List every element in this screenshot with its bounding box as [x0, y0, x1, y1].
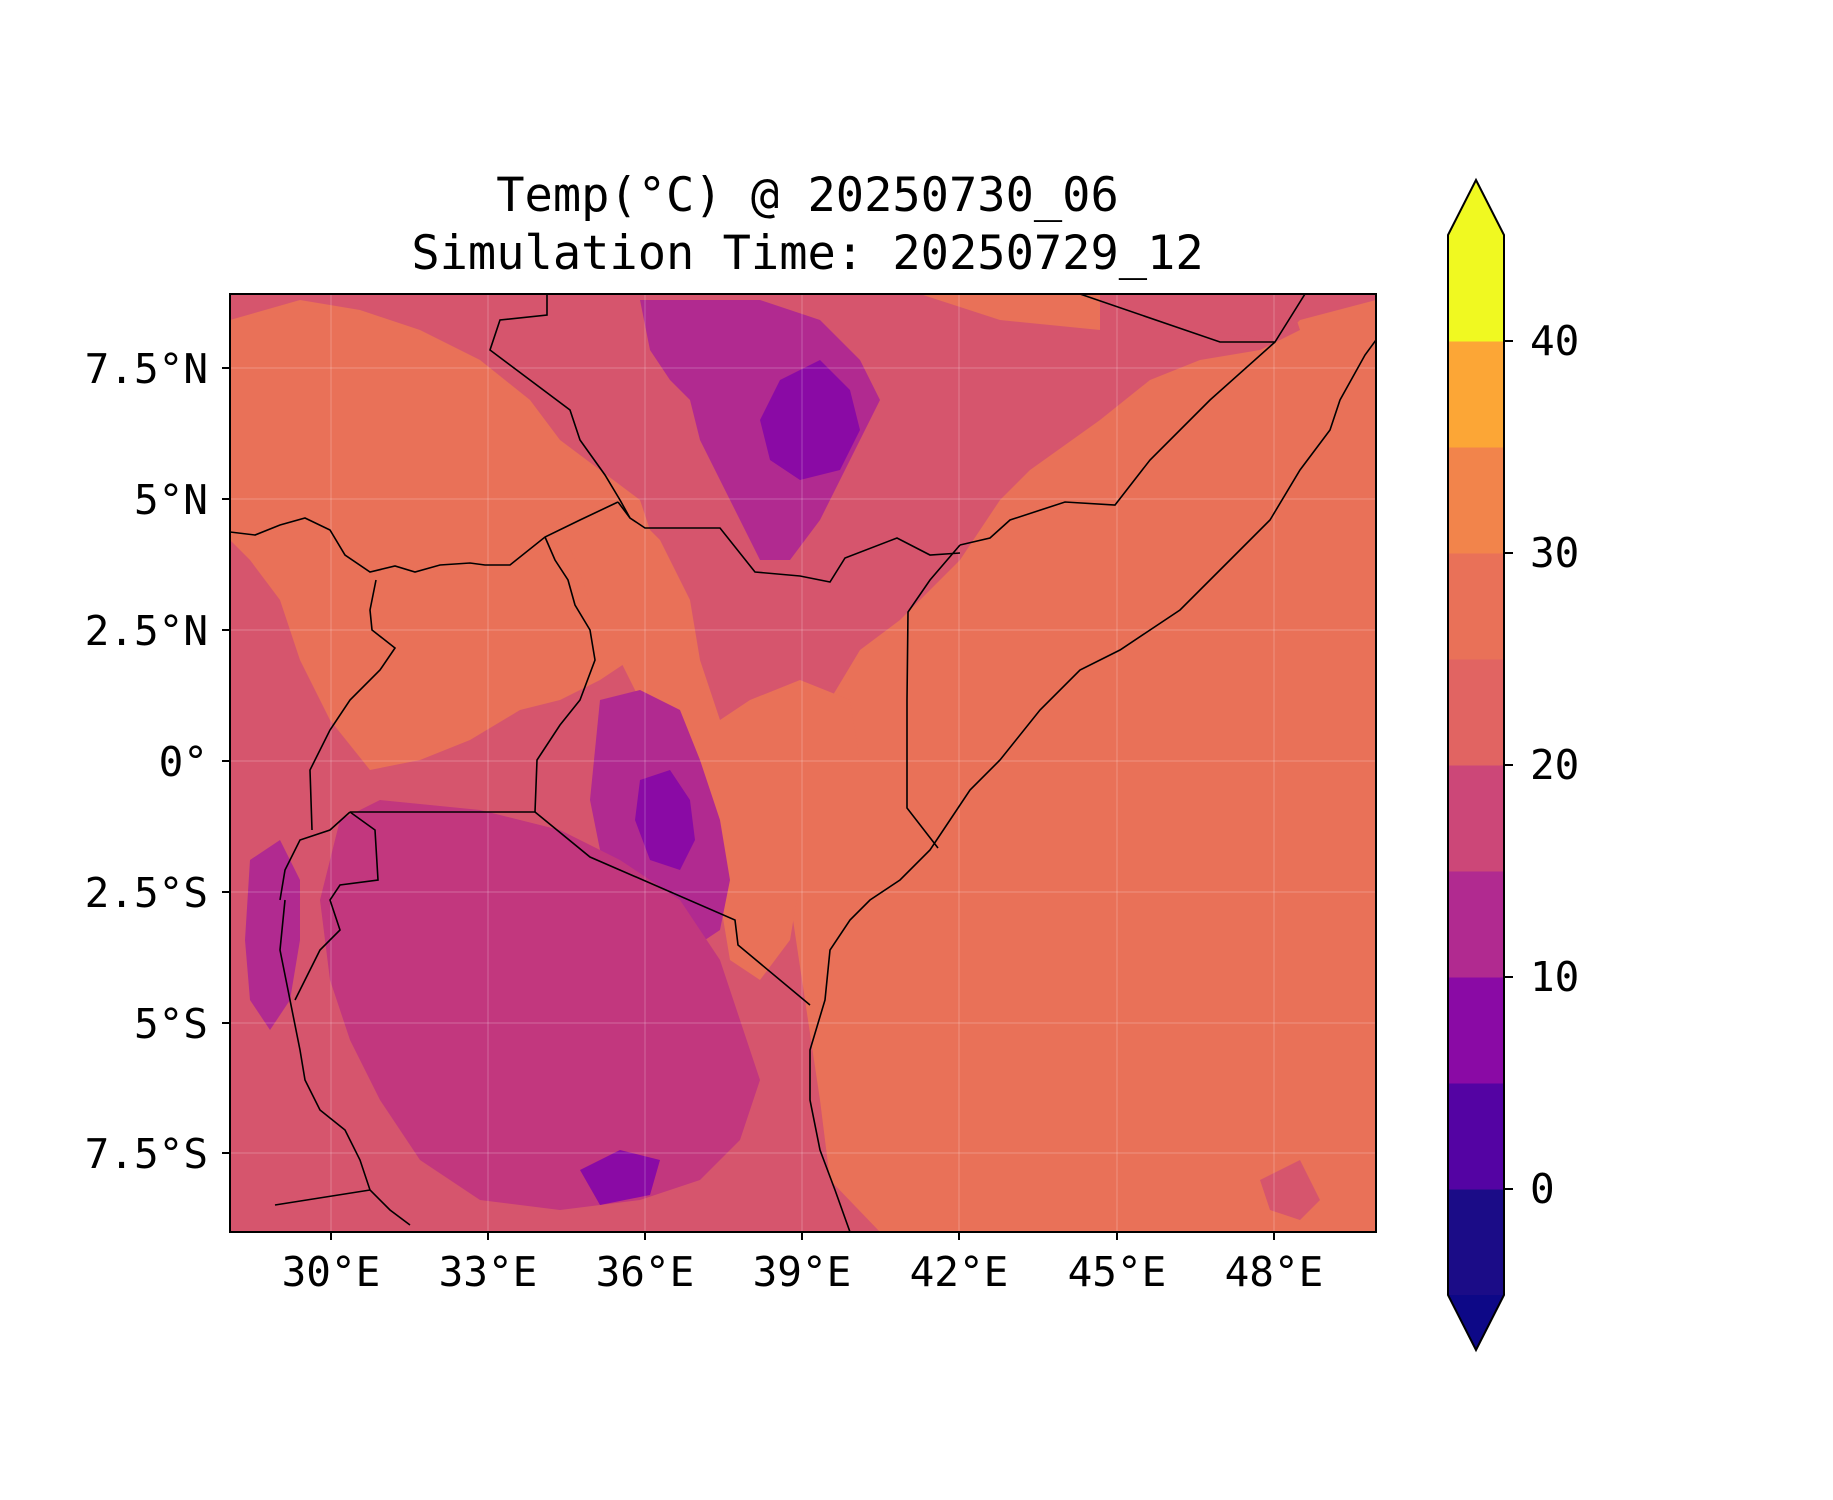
field-warm-central: [560, 500, 860, 980]
border-somalia-ethiopia-2: [959, 341, 1276, 546]
border-sudan-sudan: [230, 501, 619, 573]
field-cold-ethiopia-core: [760, 360, 860, 480]
xtick-label: 33°E: [438, 1248, 538, 1296]
ytick-label: 5°N: [133, 476, 208, 524]
colorbar-segment: [1448, 447, 1504, 554]
xtick-label: 42°E: [909, 1248, 1009, 1296]
colorbar-extend-max: [1448, 180, 1504, 235]
border-kenya-ethiopia: [617, 501, 961, 583]
colorbar-tick-label: 20: [1530, 741, 1580, 789]
xtick-label: 48°E: [1224, 1248, 1324, 1296]
ytick-label: 7.5°N: [84, 345, 208, 393]
border-somalia-ethiopia: [1079, 294, 1306, 343]
ytick-label: 5°S: [133, 1000, 208, 1048]
ytick-label: 2.5°N: [84, 607, 208, 655]
field-ne-highland: [1100, 294, 1376, 340]
colorbar-segment: [1448, 871, 1504, 978]
field-warm-northwest: [230, 300, 660, 770]
colorbar-segment: [1448, 1189, 1504, 1296]
temperature-field: [230, 294, 1376, 1232]
chart-subtitle: Simulation Time: 20250729_12: [411, 226, 1204, 281]
field-cool-tanzania: [320, 800, 760, 1210]
colorbar-tick-label: 0: [1530, 1165, 1555, 1213]
field-cold-south: [580, 1150, 660, 1205]
colorbar-tick-label: 40: [1530, 317, 1580, 365]
chart-title: Temp(°C) @ 20250730_06: [496, 168, 1119, 223]
lake-victoria-outline: [279, 811, 351, 901]
border-lake-tanganyika: [279, 899, 411, 1226]
ytick-label: 7.5°S: [84, 1130, 208, 1178]
border-rwanda-burundi: [294, 811, 379, 1001]
ytick-label: 2.5°S: [84, 869, 208, 917]
border-kenya-somalia: [906, 544, 961, 849]
tick-marks: [222, 367, 1275, 1240]
border-uganda-drc: [309, 579, 397, 831]
borders: [230, 294, 1376, 1232]
border-zambia: [274, 1189, 371, 1206]
colorbar: [1447, 177, 1513, 1353]
colorbar-outline: [1447, 177, 1505, 1353]
colorbar-segment: [1448, 977, 1504, 1084]
colorbar-segment: [1448, 235, 1504, 342]
field-warm-east: [790, 294, 1376, 1232]
xtick-label: 30°E: [281, 1248, 381, 1296]
colorbar-segment: [1448, 1083, 1504, 1190]
gridlines: [230, 294, 1376, 1232]
colorbar-segment: [1448, 341, 1504, 448]
colorbar-segment: [1448, 765, 1504, 872]
border-south-sudan: [489, 294, 631, 519]
xtick-label: 39°E: [752, 1248, 852, 1296]
ytick-label: 0°: [158, 738, 208, 786]
xtick-label: 45°E: [1067, 1248, 1167, 1296]
colorbar-tick-label: 10: [1530, 953, 1580, 1001]
coastline: [809, 339, 1376, 1232]
colorbar-segment: [1448, 659, 1504, 766]
border-uganda-kenya: [534, 536, 596, 813]
colorbar-extend-min: [1448, 1295, 1504, 1350]
colorbar-tick-label: 30: [1530, 529, 1580, 577]
field-warm-ocean-patch: [1260, 1160, 1320, 1220]
xtick-label: 36°E: [595, 1248, 695, 1296]
border-tanzania-kenya: [534, 811, 811, 1006]
field-cold-kenya-core: [635, 770, 695, 870]
colorbar-segment: [1448, 553, 1504, 660]
